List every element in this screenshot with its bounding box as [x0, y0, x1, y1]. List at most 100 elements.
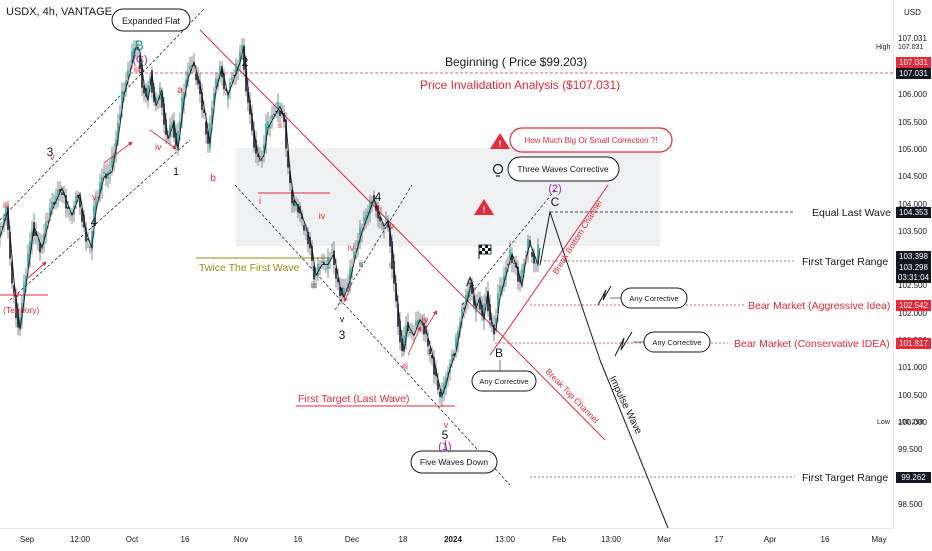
- candle-body: [171, 121, 173, 129]
- candle-body: [521, 269, 523, 283]
- wave-label: 5: [138, 64, 144, 76]
- candle-body: [103, 171, 105, 174]
- candle-body: [495, 317, 497, 327]
- candle-body: [91, 231, 93, 251]
- time-tick: Mar: [657, 535, 671, 544]
- red-arrow-6: [424, 310, 438, 331]
- candle-body: [221, 66, 223, 78]
- candle-body: [405, 324, 407, 341]
- channel-bottom-dotted: [234, 184, 511, 486]
- candle-body: [223, 73, 225, 90]
- wave-label: i: [389, 260, 391, 270]
- candle-body: [483, 303, 485, 321]
- pointer-five-waves: [444, 439, 448, 453]
- price-line: [0, 45, 541, 398]
- projected-wave-abc: [539, 210, 601, 361]
- candle-body: [327, 256, 329, 270]
- candle-body: [365, 215, 367, 221]
- candle-body: [427, 338, 429, 347]
- candle-body: [161, 93, 163, 108]
- svg-text:Expanded Flat: Expanded Flat: [122, 16, 181, 26]
- candle-body: [275, 110, 277, 113]
- time-axis[interactable]: Sep 12:00 Oct 16 Nov 16 Dec 18 2024 13:00 Feb 13:00…: [0, 528, 893, 551]
- price-chart[interactable]: Beginning ( Price $99.203) Price Invalid…: [0, 0, 893, 528]
- candle-body: [199, 81, 201, 95]
- channel-left-lower: [9, 139, 191, 301]
- chart-area[interactable]: Beginning ( Price $99.203) Price Invalid…: [0, 0, 893, 528]
- wave-label: B: [134, 37, 143, 53]
- candle-body: [401, 338, 403, 352]
- candle-body: [387, 221, 389, 228]
- price-tick: 100.000: [898, 418, 927, 428]
- candle-body: [453, 353, 455, 357]
- candle-body: [533, 253, 535, 264]
- candle-body: [21, 302, 23, 320]
- price-label-first-target-top: 103.398: [896, 251, 931, 262]
- price-label-equal-last-wave: 104.353: [896, 207, 931, 218]
- currency-label: USD: [904, 8, 921, 17]
- candle-body: [47, 221, 49, 222]
- wave-label: iv: [348, 243, 355, 253]
- price-axis[interactable]: USD 107.031106.500106.000105.500105.0001…: [876, 0, 932, 528]
- candle-body: [487, 291, 489, 312]
- candle-body: [51, 201, 53, 209]
- price-tick: 105.000: [898, 144, 927, 154]
- candle-body: [511, 254, 513, 264]
- candle-body: [53, 201, 55, 205]
- wave-label: iii: [3, 200, 9, 210]
- candle-body: [195, 74, 197, 81]
- candle-body: [109, 169, 111, 175]
- candle-body: [69, 213, 71, 214]
- svg-text:Five Waves Down: Five Waves Down: [420, 457, 488, 467]
- wave-label: (C): [132, 54, 147, 66]
- candle-body: [0, 226, 1, 238]
- candle-body: [517, 266, 519, 282]
- price-tick: 106.000: [898, 90, 927, 100]
- price-label-invalidation: 107.031: [896, 57, 931, 68]
- candle-body: [345, 287, 347, 289]
- candle-body: [35, 231, 37, 236]
- candle-body: [421, 323, 423, 326]
- candle-body: [359, 227, 361, 243]
- candle-body: [119, 113, 121, 121]
- candle-body: [95, 199, 97, 211]
- candle-body: [231, 77, 233, 80]
- candle-body: [59, 188, 61, 193]
- candle-body: [1, 226, 3, 227]
- candle-body: [5, 206, 7, 221]
- candle-body: [71, 212, 73, 215]
- candle-body: [151, 70, 153, 93]
- wave-label: iv: [13, 289, 20, 299]
- candle-body: [173, 120, 175, 138]
- candle-body: [139, 54, 141, 68]
- red-arrow-2: [149, 129, 177, 150]
- candle-body: [295, 201, 297, 207]
- candle-body: [441, 389, 443, 399]
- svg-text:Any Corrective: Any Corrective: [629, 294, 678, 303]
- wave-label: B: [495, 346, 503, 360]
- candle-body: [147, 85, 149, 100]
- candle-body: [381, 222, 383, 225]
- countdown-label: 03:31:04: [896, 272, 931, 283]
- candle-body: [297, 204, 299, 213]
- candle-body: [309, 237, 311, 249]
- candle-body: [127, 70, 129, 79]
- red-arrow-3: [407, 325, 422, 356]
- candle-body: [17, 309, 19, 328]
- wave-label: iii: [376, 204, 382, 214]
- candle-body: [251, 113, 253, 131]
- time-tick: 16: [820, 535, 830, 544]
- candle-body: [57, 189, 59, 200]
- candle-body: [307, 231, 309, 245]
- time-tick: 17: [714, 535, 724, 544]
- candle-body: [205, 121, 207, 135]
- candle-body: [253, 129, 255, 148]
- candle-body: [279, 110, 281, 116]
- candle-body: [465, 294, 467, 306]
- candle-body: [463, 307, 465, 310]
- candle-body: [207, 130, 209, 144]
- candle-body: [439, 391, 441, 398]
- candle-body: [325, 268, 327, 269]
- candle-body: [189, 66, 191, 71]
- candle-body: [89, 246, 91, 248]
